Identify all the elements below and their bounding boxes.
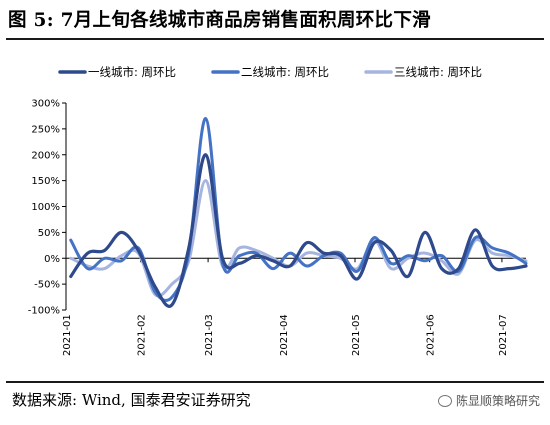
x-tick-label: 2021-07 bbox=[498, 314, 509, 356]
x-tick-label: 2021-05 bbox=[351, 314, 362, 356]
y-tick-label: -100% bbox=[28, 306, 60, 317]
plot-area bbox=[69, 116, 528, 308]
y-tick-label: 100% bbox=[31, 202, 60, 213]
source-divider bbox=[6, 381, 544, 383]
legend-label-series-3: 三线城市: 周环比 bbox=[394, 65, 482, 79]
watermark-text: 陈显顺策略研究 bbox=[455, 394, 540, 408]
x-tick-label: 2021-06 bbox=[426, 314, 437, 356]
x-tick-label: 2021-04 bbox=[279, 314, 290, 356]
chart-title: 图 5: 7月上旬各线城市商品房销售面积周环比下滑 bbox=[8, 10, 431, 31]
y-tick-label: 300% bbox=[31, 99, 60, 110]
chart-legend: 一线城市: 周环比 二线城市: 周环比 三线城市: 周环比 bbox=[58, 65, 482, 79]
series-line-3 bbox=[69, 179, 528, 298]
watermark: 陈显顺策略研究 bbox=[437, 392, 540, 409]
y-tick-label: -50% bbox=[34, 280, 60, 291]
y-tick-label: 50% bbox=[38, 228, 60, 239]
wechat-icon bbox=[437, 394, 452, 407]
legend-label-series-1: 一线城市: 周环比 bbox=[88, 65, 176, 79]
x-tick-label: 2021-03 bbox=[204, 314, 215, 356]
y-tick-label: 250% bbox=[31, 124, 60, 135]
y-tick-label: 0% bbox=[44, 254, 60, 265]
chart-axes: 300%250%200%150%100%50%0%-50%-100%2021-0… bbox=[28, 99, 526, 356]
x-tick-label: 2021-01 bbox=[62, 314, 73, 356]
y-tick-label: 200% bbox=[31, 150, 60, 161]
title-divider bbox=[6, 38, 544, 40]
series-line-1 bbox=[69, 153, 528, 308]
x-tick-label: 2021-02 bbox=[137, 314, 148, 356]
source-note: 数据来源: Wind, 国泰君安证券研究 bbox=[12, 391, 251, 409]
legend-label-series-2: 二线城市: 周环比 bbox=[241, 65, 329, 79]
y-tick-label: 150% bbox=[31, 176, 60, 187]
